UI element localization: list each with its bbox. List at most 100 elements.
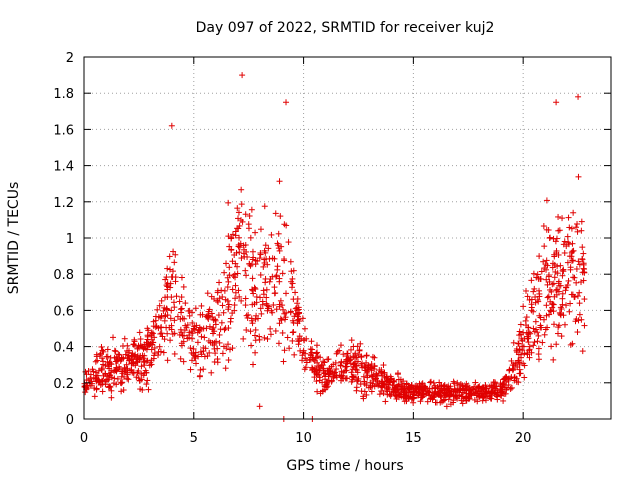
data-point: [260, 263, 267, 270]
data-point: [578, 218, 585, 225]
data-point: [553, 99, 560, 106]
data-point: [498, 386, 505, 393]
data-point: [145, 386, 152, 393]
data-point: [546, 235, 553, 242]
data-point: [381, 371, 388, 378]
data-point: [238, 201, 245, 208]
data-point: [229, 231, 236, 238]
data-point: [314, 342, 321, 349]
data-point: [462, 385, 469, 392]
data-point: [119, 343, 126, 350]
y-tick-label: 1.8: [53, 87, 74, 102]
data-point: [532, 318, 539, 325]
data-point: [511, 374, 518, 381]
data-point: [581, 322, 588, 329]
data-point: [82, 368, 89, 375]
data-point: [312, 369, 319, 376]
data-point: [292, 305, 299, 312]
data-point: [372, 376, 379, 383]
data-point: [249, 301, 256, 308]
y-tick-label: 2: [66, 51, 74, 66]
data-point: [186, 329, 193, 336]
data-point: [502, 384, 509, 391]
data-point: [124, 375, 131, 382]
data-point: [118, 355, 125, 362]
data-point: [532, 299, 539, 306]
data-point: [349, 373, 356, 380]
data-point: [159, 333, 166, 340]
data-point: [172, 278, 179, 285]
data-point: [578, 227, 585, 234]
data-point: [279, 329, 286, 336]
data-point: [108, 387, 115, 394]
data-point: [536, 312, 543, 319]
data-point: [387, 376, 394, 383]
data-point: [270, 302, 277, 309]
data-point: [162, 312, 169, 319]
data-point: [307, 356, 314, 363]
grid: [84, 57, 611, 419]
data-point: [400, 378, 407, 385]
data-point: [523, 287, 530, 294]
data-point: [463, 386, 470, 393]
data-point: [579, 244, 586, 251]
data-point: [151, 352, 158, 359]
data-point: [422, 384, 429, 391]
data-point: [553, 287, 560, 294]
data-point: [392, 384, 399, 391]
data-point: [266, 278, 273, 285]
data-point: [339, 372, 346, 379]
data-points: [81, 72, 588, 422]
data-point: [216, 279, 223, 286]
data-point: [543, 302, 550, 309]
data-point: [358, 354, 365, 361]
data-point: [395, 383, 402, 390]
data-point: [579, 256, 586, 263]
data-point: [307, 346, 314, 353]
data-point: [574, 228, 581, 235]
data-point: [99, 347, 106, 354]
data-point: [378, 366, 385, 373]
data-point: [291, 351, 298, 358]
data-point: [267, 331, 274, 338]
data-point: [112, 348, 119, 355]
data-point: [384, 391, 391, 398]
data-point: [265, 303, 272, 310]
data-point: [203, 325, 210, 332]
data-point: [534, 329, 541, 336]
data-point: [198, 333, 205, 340]
data-point: [361, 363, 368, 370]
x-tick-label: 0: [80, 431, 88, 446]
data-point: [283, 290, 290, 297]
data-point: [419, 394, 426, 401]
data-point: [179, 315, 186, 322]
data-point: [140, 372, 147, 379]
data-point: [324, 368, 331, 375]
data-point: [229, 286, 236, 293]
data-point: [556, 322, 563, 329]
data-point: [167, 266, 174, 273]
data-point: [564, 259, 571, 266]
data-point: [361, 378, 368, 385]
data-point: [236, 249, 243, 256]
data-point: [242, 295, 249, 302]
data-point: [470, 386, 477, 393]
data-point: [548, 343, 555, 350]
data-point: [417, 398, 424, 405]
data-point: [249, 286, 256, 293]
data-point: [215, 298, 222, 305]
y-tick-label: 0.2: [53, 377, 74, 392]
data-point: [113, 381, 120, 388]
data-point: [450, 399, 457, 406]
data-point: [360, 393, 367, 400]
data-point: [569, 248, 576, 255]
data-point: [505, 376, 512, 383]
data-point: [373, 381, 380, 388]
data-point: [555, 213, 562, 220]
data-point: [272, 290, 279, 297]
data-point: [92, 358, 99, 365]
data-point: [161, 317, 168, 324]
data-point: [480, 384, 487, 391]
data-point: [138, 370, 145, 377]
data-point: [263, 286, 270, 293]
